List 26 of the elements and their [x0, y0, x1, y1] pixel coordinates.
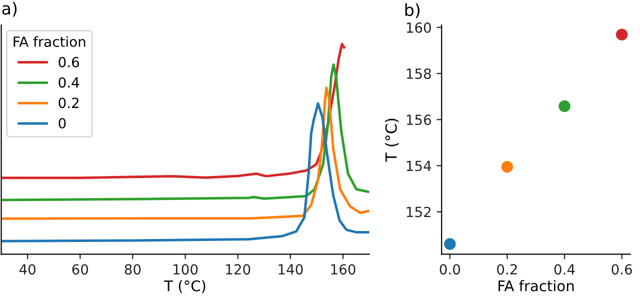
x-tick-label: 0.4 [554, 264, 575, 275]
x-tick-label: 0.6 [612, 264, 632, 275]
chart-title: a) [2, 2, 17, 17]
legend-label: 0.6 [58, 56, 79, 68]
x-tick-label: 0.0 [440, 264, 460, 275]
legend-label: 0 [58, 118, 66, 129]
y-tick-label: 156 [406, 114, 432, 126]
x-tick-label: 40 [19, 264, 36, 275]
y-tick-label: 158 [406, 68, 431, 79]
x-tick-label: 60 [72, 264, 88, 275]
x-axis-title: T (°C) [164, 280, 206, 294]
x-tick-label: 80 [124, 264, 141, 275]
y-tick-label: 160 [406, 22, 431, 33]
x-axis-title: FA fraction [498, 280, 574, 292]
x-tick-label: 120 [226, 264, 250, 275]
x-tick-label: 0.2 [497, 264, 517, 275]
chart-title: b) [405, 3, 420, 18]
x-tick-label: 160 [331, 264, 356, 275]
x-tick-label: 100 [174, 264, 198, 275]
legend-label: 0.4 [58, 77, 80, 88]
y-tick-label: 152 [406, 206, 430, 218]
y-tick-label: 154 [406, 160, 432, 172]
y-axis-title: T (°C) [385, 118, 399, 162]
legend-title: FA fraction [14, 36, 86, 47]
legend-label: 0.2 [58, 98, 78, 108]
x-tick-label: 140 [278, 264, 303, 275]
